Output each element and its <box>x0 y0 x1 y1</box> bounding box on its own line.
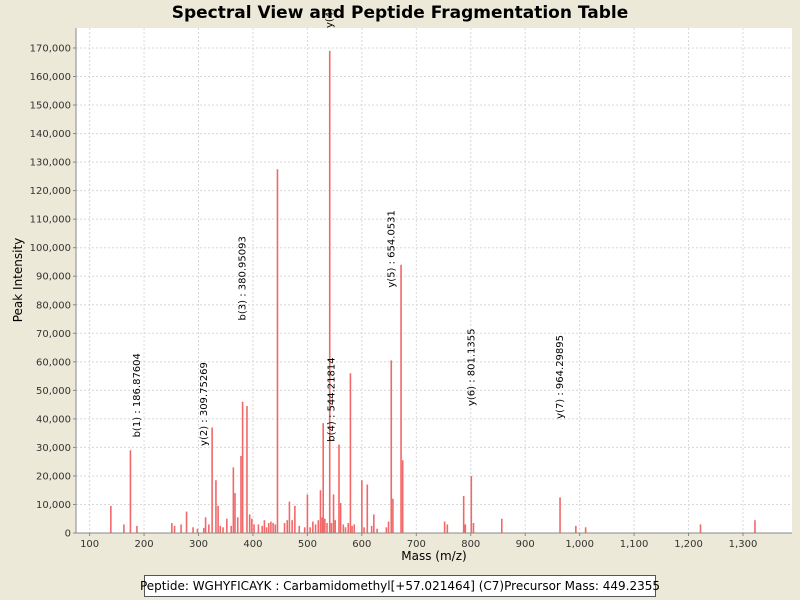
x-axis-label: Mass (m/z) <box>401 549 466 563</box>
peak-annotation: b(3) : 380.95093 <box>238 236 249 320</box>
x-tick-label: 100 <box>80 539 99 550</box>
x-tick-label: 700 <box>407 539 426 550</box>
x-tick-label: 400 <box>243 539 262 550</box>
peak-annotation: y(7) : 964.29895 <box>555 335 566 419</box>
x-tick-label: 500 <box>298 539 317 550</box>
grid <box>76 28 792 533</box>
peak-annotation: y(6) : 801.1355 <box>466 329 477 407</box>
x-tick-label: 1,000 <box>565 539 594 550</box>
y-tick-label: 70,000 <box>36 329 71 340</box>
x-tick-label: 200 <box>135 539 154 550</box>
y-tick-label: 60,000 <box>36 357 71 368</box>
y-tick-label: 40,000 <box>36 414 71 425</box>
y-tick-label: 50,000 <box>36 386 71 397</box>
x-tick-label: 900 <box>516 539 535 550</box>
peak-bars <box>110 50 756 533</box>
peak-annotation: b(4) : 544.21814 <box>326 357 337 441</box>
x-tick-label: 1,300 <box>729 539 758 550</box>
legend-box: Peptide: WGHYFICAYK : Carbamidomethyl[+5… <box>140 575 660 597</box>
y-tick-label: 10,000 <box>36 500 71 511</box>
x-ticks: 100 200 300 400 500 600 700 800 900 1,000 1,100 1,2… <box>80 533 757 550</box>
y-tick-label: 120,000 <box>30 186 71 197</box>
peak-annotation: b(1) : 186.87604 <box>132 353 143 437</box>
peak-annotation: y(4) <box>325 8 336 28</box>
precursor-mass-label: Precursor Mass: 449.2355 <box>504 579 661 593</box>
y-tick-label: 170,000 <box>30 43 71 54</box>
peak-annotations: b(1) : 186.87604 y(2) : 309.75269 b(3) : 3… <box>132 8 566 446</box>
peptide-label: Peptide: WGHYFICAYK : Carbamidomethyl[+5… <box>139 579 505 593</box>
peak-annotation: y(5) : 654.0531 <box>386 210 397 288</box>
x-tick-label: 1,200 <box>674 539 703 550</box>
x-tick-label: 300 <box>189 539 208 550</box>
y-tick-label: 160,000 <box>30 72 71 83</box>
y-tick-label: 150,000 <box>30 101 71 112</box>
x-tick-label: 800 <box>461 539 480 550</box>
chart-title: Spectral View and Peptide Fragmentation … <box>171 3 629 23</box>
y-tick-label: 20,000 <box>36 471 71 482</box>
y-ticks: 0 10,000 20,000 30,000 40,000 50,000 60,000 70,… <box>30 43 76 540</box>
y-tick-label: 90,000 <box>36 272 71 283</box>
plot-area <box>76 28 792 533</box>
x-tick-label: 600 <box>352 539 371 550</box>
y-tick-label: 0 <box>65 529 71 540</box>
y-tick-label: 80,000 <box>36 300 71 311</box>
y-tick-label: 130,000 <box>30 158 71 169</box>
peak-annotation: y(2) : 309.75269 <box>199 362 210 446</box>
y-tick-label: 100,000 <box>30 243 71 254</box>
y-tick-label: 110,000 <box>30 215 71 226</box>
y-tick-label: 30,000 <box>36 443 71 454</box>
y-tick-label: 140,000 <box>30 129 71 140</box>
x-tick-label: 1,100 <box>620 539 649 550</box>
y-axis-label: Peak Intensity <box>11 238 25 323</box>
